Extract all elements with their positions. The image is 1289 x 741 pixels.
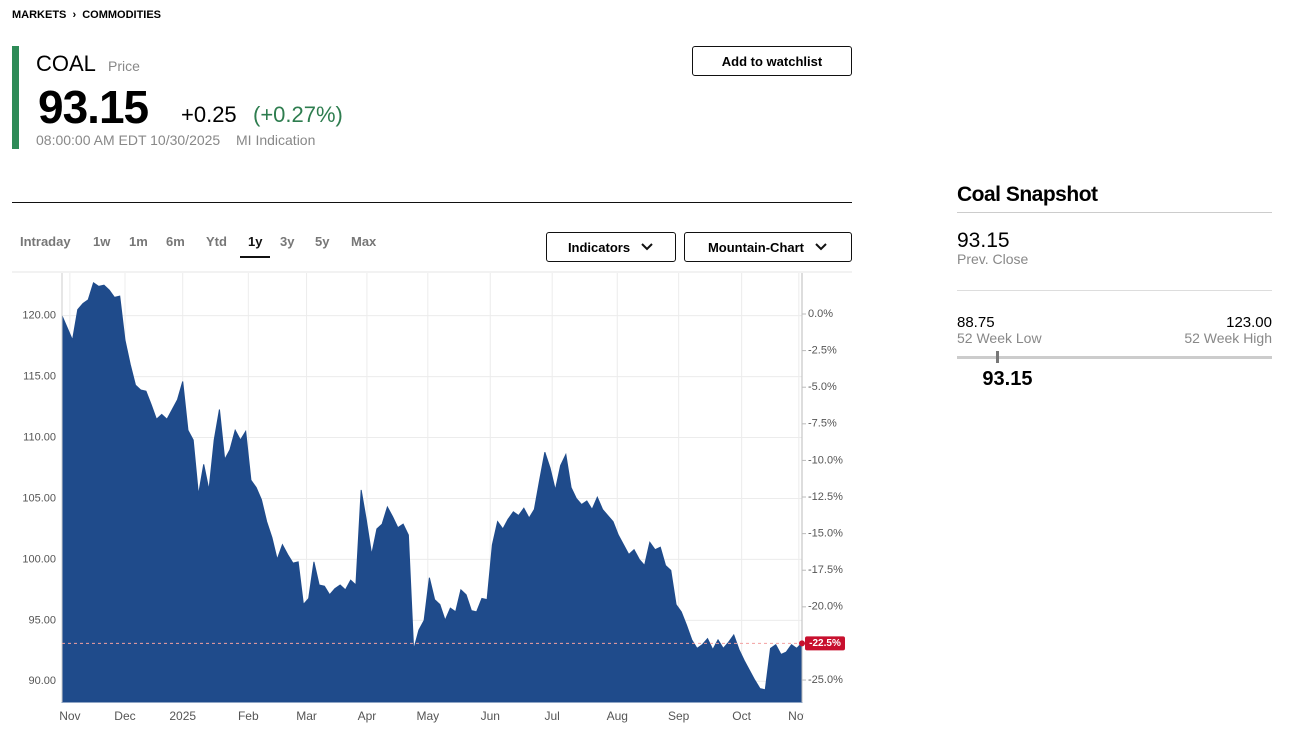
dropdown-label: Indicators bbox=[567, 239, 631, 255]
price-kind: Price bbox=[108, 58, 140, 74]
y2-tick-label: -12.5% bbox=[808, 491, 843, 503]
y2-tick-label: -25.0% bbox=[808, 674, 843, 686]
divider bbox=[957, 212, 1272, 213]
breadcrumb: MARKETS › COMMODITIES bbox=[12, 9, 161, 21]
timestamp: 08:00:00 AM EDT 10/30/2025 bbox=[36, 132, 221, 148]
current-badge-label: -22.5% bbox=[809, 638, 841, 649]
y-tick-label: 110.00 bbox=[23, 431, 56, 443]
y2-tick-label: -10.0% bbox=[808, 454, 843, 466]
chart: Nov Dec 2025 Feb Mar Apr May Jun Jul Aug Sep Oct Nov… bbox=[12, 271, 852, 723]
y2-tick-label: -20.0% bbox=[808, 601, 843, 613]
x-tick-label: Feb bbox=[238, 709, 259, 723]
chevron bbox=[815, 243, 827, 251]
x-tick-label: Dec bbox=[114, 709, 135, 723]
x-tick-label: Oct bbox=[732, 709, 751, 723]
divider bbox=[12, 202, 852, 203]
x-tick-label: Nov bbox=[59, 709, 80, 723]
x-tick-label: Jul bbox=[545, 709, 560, 723]
watchlist-button[interactable]: Add to watchlist bbox=[692, 46, 852, 76]
y-tick-label: 100.00 bbox=[22, 553, 56, 565]
x-tick-label: Sep bbox=[668, 709, 690, 723]
y-tick-label: 120.00 bbox=[22, 310, 56, 322]
separator: › bbox=[72, 9, 77, 21]
indicators-dropdown[interactable]: Indicators bbox=[546, 232, 676, 262]
range-tab[interactable]: Max bbox=[351, 234, 377, 249]
x-axis: Nov Dec 2025 Feb Mar Apr May Jun Jul Aug Sep Oct Nov bbox=[59, 709, 809, 723]
prev-close-label: Prev. Close bbox=[957, 251, 1029, 267]
y2-tick-label: -2.5% bbox=[808, 345, 837, 357]
range-tab[interactable]: 1w bbox=[93, 234, 111, 249]
divider bbox=[957, 290, 1272, 291]
range-tab[interactable]: 1m bbox=[129, 234, 148, 249]
accent-bar bbox=[12, 46, 19, 149]
week-low: 88.75 bbox=[957, 314, 995, 331]
crumb[interactable]: MARKETS bbox=[12, 9, 67, 21]
dropdown-label: Mountain-Chart bbox=[707, 239, 805, 255]
symbol: COAL bbox=[36, 51, 96, 76]
week-low-label: 52 Week Low bbox=[957, 330, 1042, 346]
range-track bbox=[957, 356, 1272, 359]
x-tick-label: May bbox=[416, 709, 439, 723]
crumb[interactable]: COMMODITIES bbox=[82, 9, 162, 21]
x-tick-label: Apr bbox=[358, 709, 377, 723]
y2-tick-label: -17.5% bbox=[808, 564, 843, 576]
source: MI Indication bbox=[236, 132, 316, 148]
y-tick-label: 95.00 bbox=[28, 614, 56, 626]
range-current: 93.15 bbox=[982, 368, 1033, 390]
price: 93.15 bbox=[38, 81, 149, 133]
current-badge bbox=[805, 636, 845, 651]
x-tick-label: Nov bbox=[788, 709, 809, 723]
y2-tick-label: -15.0% bbox=[808, 528, 843, 540]
y-tick-label: 105.00 bbox=[22, 492, 56, 504]
week-high: 123.00 bbox=[1226, 314, 1272, 331]
week-high-label: 52 Week High bbox=[1184, 330, 1272, 346]
range-marker bbox=[996, 351, 1000, 363]
change-pct: (+0.27%) bbox=[253, 102, 343, 127]
range-tab[interactable]: 5y bbox=[315, 234, 330, 249]
current-dot bbox=[799, 640, 805, 647]
snapshot-title: Coal Snapshot bbox=[957, 183, 1098, 206]
area bbox=[61, 281, 803, 703]
x-tick-label: Mar bbox=[296, 709, 317, 723]
change: +0.25 bbox=[181, 102, 237, 127]
y2-tick-label: 0.0% bbox=[808, 308, 833, 320]
y-tick-label: 90.00 bbox=[28, 675, 56, 687]
x-tick-label: 2025 bbox=[169, 709, 196, 723]
x-tick-label: Aug bbox=[607, 709, 628, 723]
y2-tick-label: -5.0% bbox=[808, 381, 837, 393]
prev-close: 93.15 bbox=[957, 229, 1010, 252]
chevron bbox=[641, 243, 653, 251]
chart-type-dropdown[interactable]: Mountain-Chart bbox=[684, 232, 852, 262]
range-tab[interactable]: Ytd bbox=[206, 234, 227, 249]
x-tick-label: Jun bbox=[481, 709, 500, 723]
range-tab[interactable]: Intraday bbox=[20, 234, 71, 249]
range-tab[interactable]: 6m bbox=[166, 234, 185, 249]
range-tab[interactable]: 1y bbox=[240, 234, 271, 258]
y-tick-label: 115.00 bbox=[23, 371, 56, 383]
y2-tick-label: -7.5% bbox=[808, 418, 837, 430]
range-tab[interactable]: 3y bbox=[280, 234, 295, 249]
